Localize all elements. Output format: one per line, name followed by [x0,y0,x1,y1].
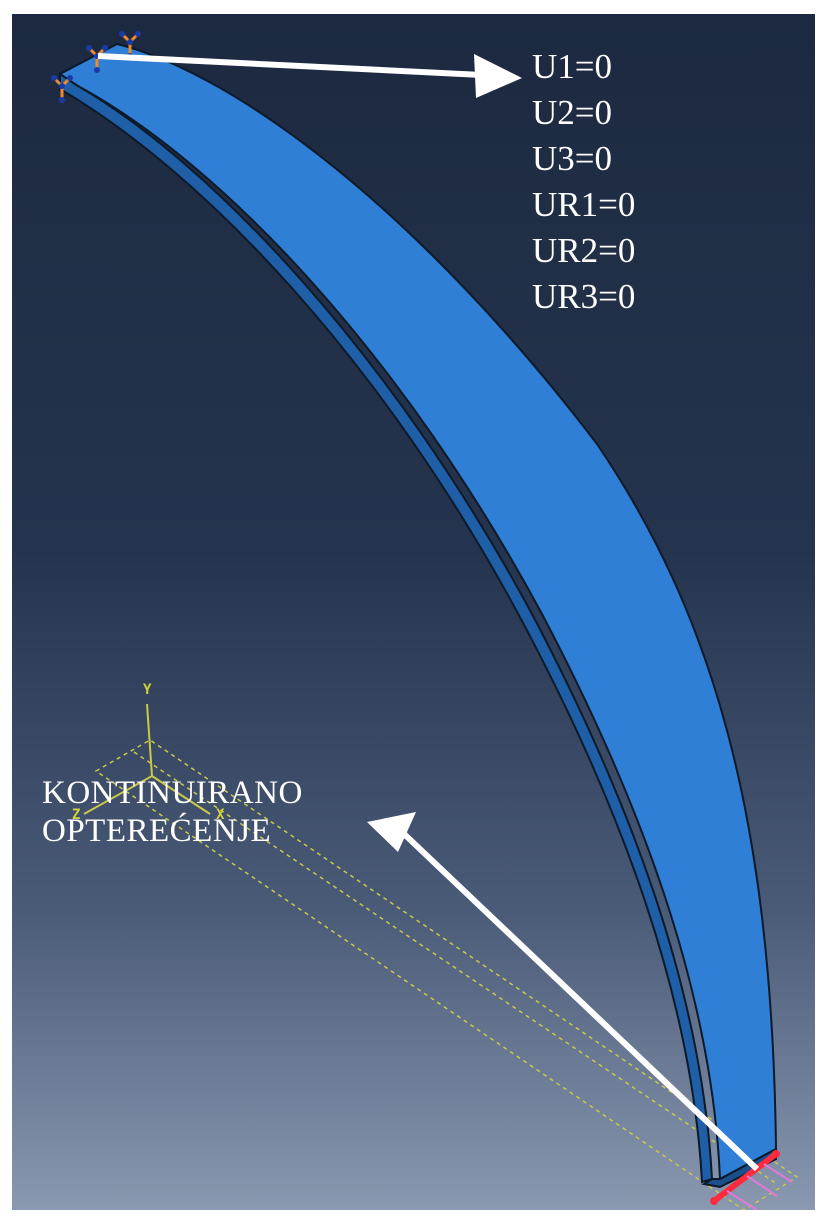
bc-symbol-1 [51,75,73,103]
bc-label-u3: U3=0 [532,139,613,178]
beam-side-face [59,72,714,1184]
axis-x-line [151,775,211,815]
axis-x-label: X [216,807,225,823]
bc-label-ur2: UR2=0 [532,231,636,270]
coordinate-triad-icon [83,703,211,815]
axis-z-line [83,775,153,815]
datum-box-outline [94,739,799,1210]
bc-symbol-3 [119,31,141,59]
axis-y-line [146,703,153,777]
load-label-line1: KONTINUIRANO [42,775,303,811]
load-pointer-arrow [367,812,760,1172]
bc-label-ur1: UR1=0 [532,185,636,224]
model-viewport: Y Z X U1=0 U2=0 U3=0 UR1=0 UR2=0 UR3=0 K… [12,14,815,1210]
bc-label-u2: U2=0 [532,93,613,132]
bc-symbol-2 [86,45,108,73]
bc-label-ur3: UR3=0 [532,277,636,316]
bc-arrow [97,53,522,98]
load-arrow-symbol [710,1150,793,1210]
datum-box-inner-line [133,751,778,1185]
boundary-condition-symbol [51,31,141,103]
load-line [712,1151,778,1204]
axis-y-label: Y [143,682,152,698]
beam-end-face [701,1147,777,1189]
model-scene [51,31,799,1210]
beam-top-face [58,42,778,1181]
bc-label-u1: U1=0 [532,47,613,86]
datum-box [94,739,799,1210]
load-label-line2: OPTEREĆENJE [42,813,272,849]
axis-z-label: Z [72,807,81,823]
